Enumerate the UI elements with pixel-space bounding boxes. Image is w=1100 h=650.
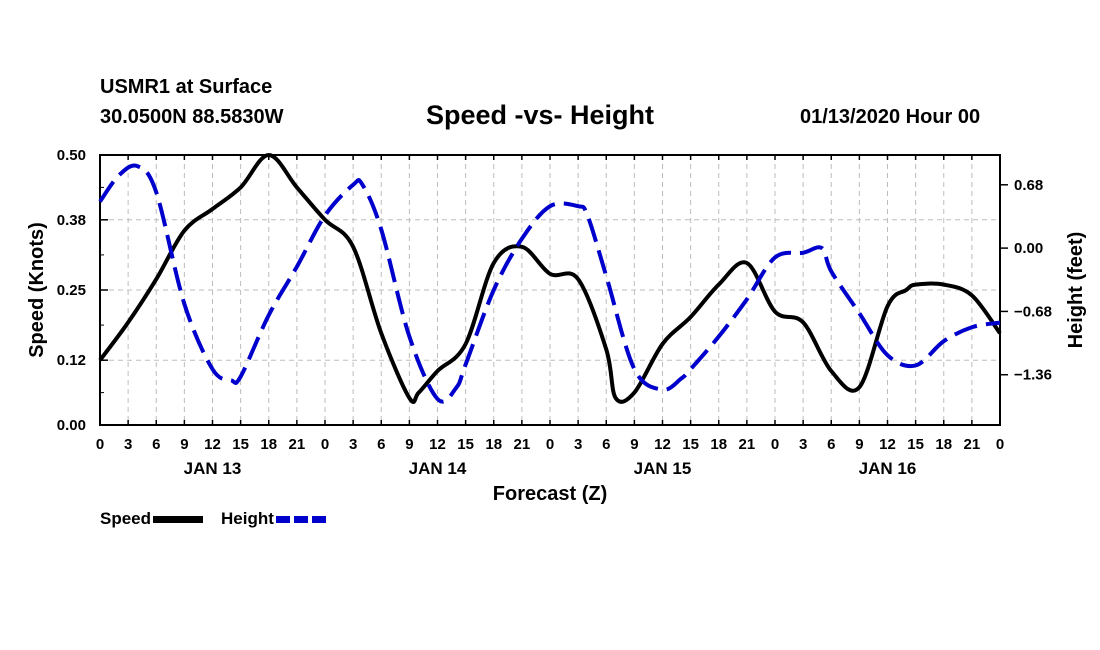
y-tick-label-speed: 0.00 xyxy=(57,417,86,434)
x-tick-label: 15 xyxy=(682,436,699,453)
legend-speed-label: Speed xyxy=(100,509,152,528)
y2-tick-label-height: −1.36 xyxy=(1014,367,1052,384)
chart-legend: Speed Height xyxy=(100,508,344,530)
legend-height-swatch xyxy=(275,515,326,523)
series-line-height xyxy=(98,163,1001,404)
x-axis-label: Forecast (Z) xyxy=(493,483,607,505)
x-date-label: JAN 16 xyxy=(859,459,917,478)
legend-height-label: Height xyxy=(221,509,274,528)
x-tick-label: 9 xyxy=(630,436,638,453)
x-tick-label: 12 xyxy=(879,436,896,453)
x-tick-label: 21 xyxy=(514,436,531,453)
x-date-label: JAN 13 xyxy=(184,459,242,478)
x-tick-label: 6 xyxy=(377,436,385,453)
y2-tick-label-height: 0.68 xyxy=(1014,177,1043,194)
x-tick-label: 12 xyxy=(204,436,221,453)
x-date-label: JAN 14 xyxy=(409,459,467,478)
x-tick-label: 3 xyxy=(349,436,357,453)
x-tick-label: 3 xyxy=(799,436,807,453)
y-tick-label-speed: 0.25 xyxy=(57,282,86,299)
x-tick-label: 15 xyxy=(232,436,249,453)
forecast-run-time: 01/13/2020 Hour 00 xyxy=(800,106,981,128)
x-tick-label: 12 xyxy=(654,436,671,453)
grid-lines xyxy=(100,155,1000,425)
x-tick-label: 9 xyxy=(405,436,413,453)
x-tick-label: 18 xyxy=(710,436,727,453)
x-tick-label: 3 xyxy=(124,436,132,453)
x-tick-label: 0 xyxy=(96,436,104,453)
series-lines xyxy=(98,153,1002,404)
x-tick-label: 18 xyxy=(260,436,277,453)
x-tick-label: 21 xyxy=(964,436,981,453)
x-tick-label: 6 xyxy=(152,436,160,453)
series-line-speed xyxy=(98,153,1002,404)
x-tick-label: 0 xyxy=(546,436,554,453)
x-tick-label: 9 xyxy=(180,436,188,453)
x-date-label: JAN 15 xyxy=(634,459,692,478)
x-tick-label: 21 xyxy=(289,436,306,453)
x-tick-label: 21 xyxy=(739,436,756,453)
y-tick-label-speed: 0.12 xyxy=(57,352,86,369)
plot-frame xyxy=(99,154,1001,426)
y2-tick-label-height: −0.68 xyxy=(1014,303,1052,320)
y2-tick-label-height: 0.00 xyxy=(1014,240,1043,257)
x-tick-label: 6 xyxy=(602,436,610,453)
x-tick-label: 18 xyxy=(485,436,502,453)
x-tick-label: 3 xyxy=(574,436,582,453)
x-tick-label: 6 xyxy=(827,436,835,453)
axes: 0 3 6 9 12 15 18 21 0 3 6 9 12 15 18 21 0 3 6 9 12 15 18 21 0 3 6 9… xyxy=(57,147,1052,478)
y-axis-label-speed: Speed (Knots) xyxy=(26,222,48,358)
x-tick-label: 0 xyxy=(996,436,1004,453)
x-tick-label: 9 xyxy=(855,436,863,453)
x-tick-label: 15 xyxy=(907,436,924,453)
station-label: USMR1 at Surface xyxy=(100,76,273,98)
chart-title: Speed -vs- Height xyxy=(426,100,655,130)
x-tick-label: 0 xyxy=(771,436,779,453)
x-tick-label: 18 xyxy=(935,436,952,453)
y-tick-label-speed: 0.50 xyxy=(57,147,86,164)
x-tick-label: 0 xyxy=(321,436,329,453)
y-tick-label-speed: 0.38 xyxy=(57,212,86,229)
x-tick-label: 12 xyxy=(429,436,446,453)
x-tick-label: 15 xyxy=(457,436,474,453)
legend-speed-swatch xyxy=(153,515,204,523)
y-axis-label-height: Height (feet) xyxy=(1065,232,1087,349)
station-coordinates: 30.0500N 88.5830W xyxy=(100,106,284,128)
